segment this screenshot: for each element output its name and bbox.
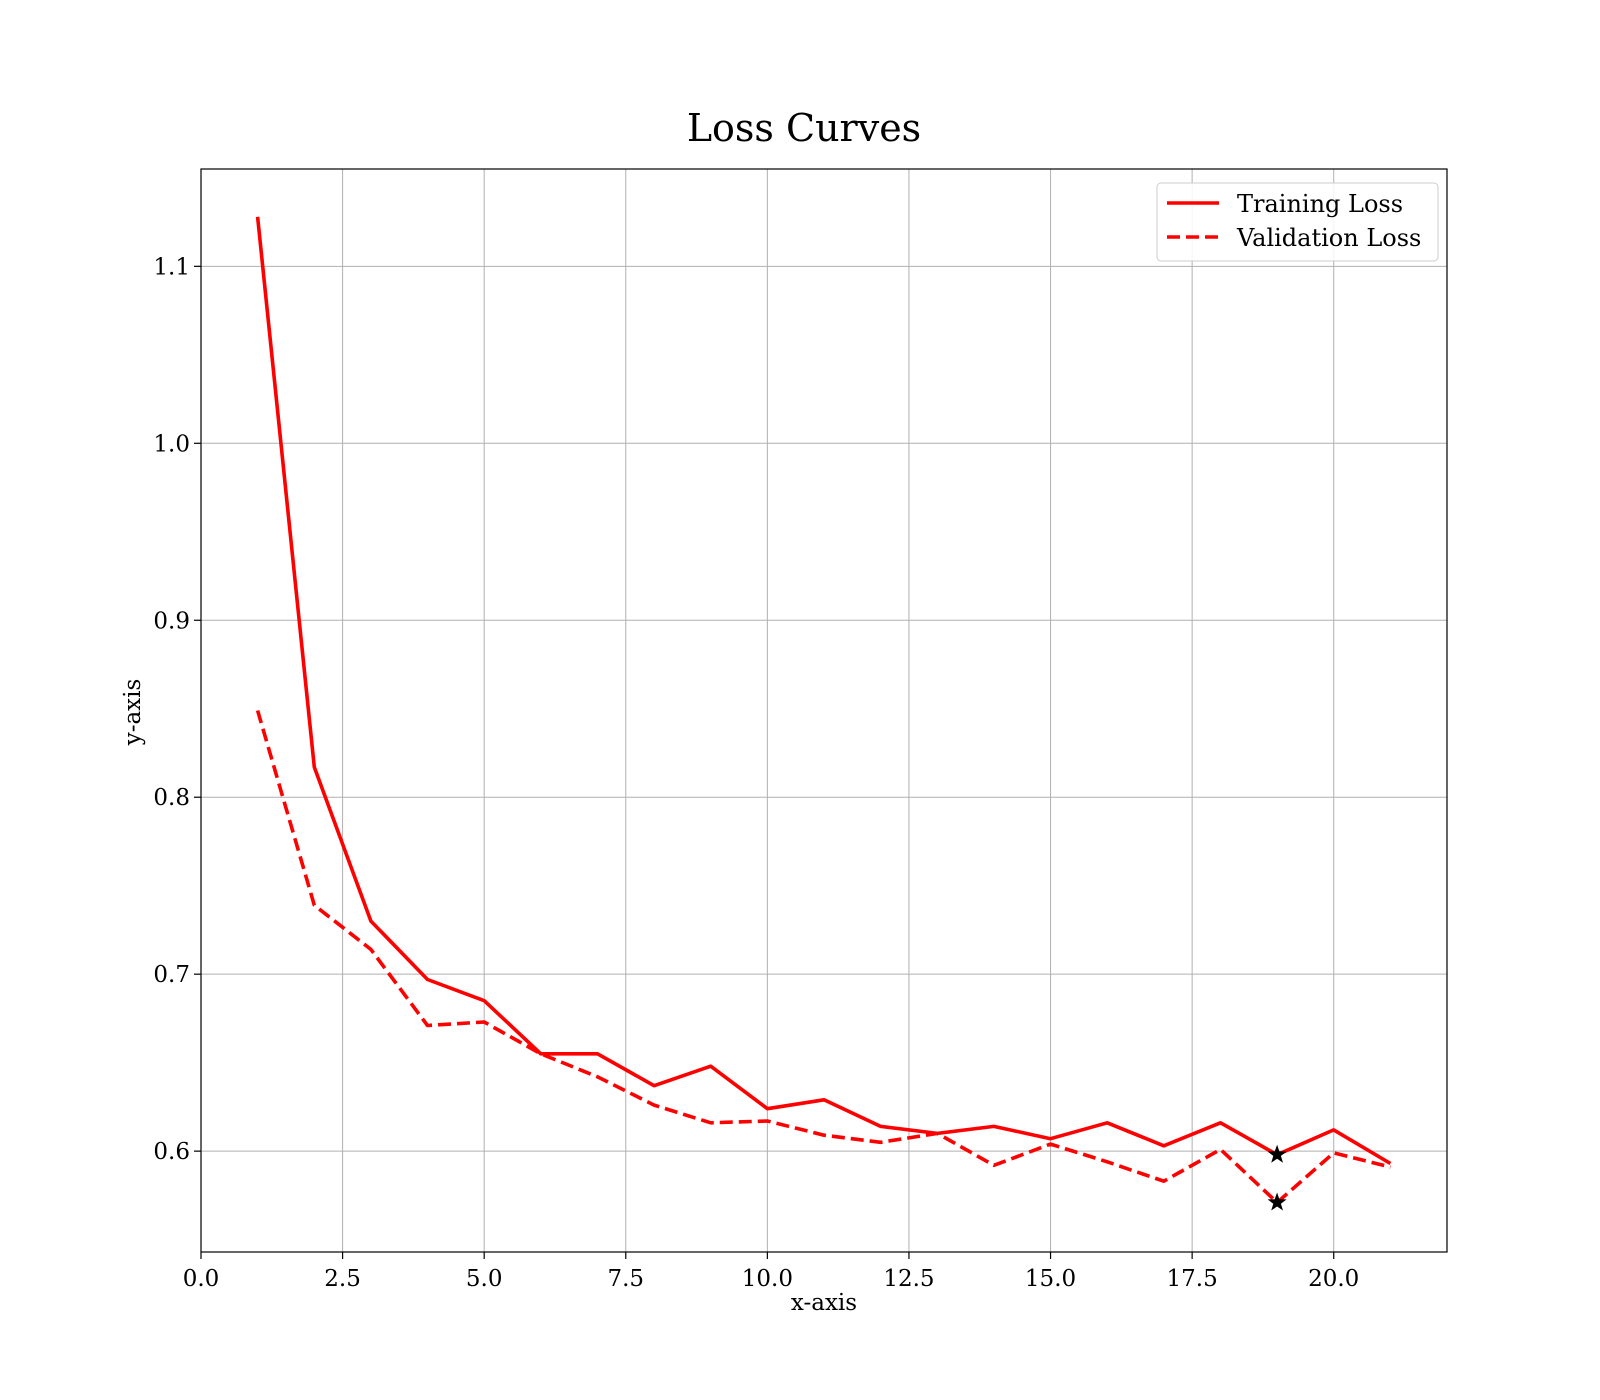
y-axis-label: y-axis: [120, 679, 146, 747]
tick-layer: 0.0 2.5 5.0 7.5 10.0 12.5 15.0 17.5 20.0 0.6 0.7 0.…: [153, 254, 1359, 1292]
x-tick-label: 2.5: [324, 1266, 361, 1292]
x-tick-label: 0.0: [183, 1266, 220, 1292]
y-tick-label: 0.7: [153, 962, 190, 988]
legend-label: Validation Loss: [1236, 224, 1421, 252]
x-axis-label: x-axis: [791, 1290, 857, 1316]
series-line-training-loss: [255, 216, 1392, 1166]
x-tick-label: 20.0: [1308, 1266, 1359, 1292]
x-tick-label: 12.5: [883, 1266, 934, 1292]
y-tick-label: 1.0: [153, 431, 190, 457]
y-tick-label: 1.1: [153, 254, 190, 280]
min-star-marker-validation-loss: [1267, 1192, 1287, 1211]
x-tick-label: 17.5: [1167, 1266, 1218, 1292]
legend: Training Loss Validation Loss: [1156, 182, 1439, 262]
x-tick-label: 5.0: [466, 1266, 503, 1292]
x-tick-label: 10.0: [742, 1266, 793, 1292]
y-tick-label: 0.6: [153, 1139, 190, 1165]
min-star-marker-training-loss: [1267, 1144, 1287, 1163]
y-tick-label: 0.8: [153, 785, 190, 811]
plot-area-frame: [200, 168, 1448, 1253]
grid-layer: [200, 169, 1447, 1252]
series-line-validation-loss: [255, 709, 1391, 1205]
series-layer: [255, 216, 1392, 1205]
legend-box: [1156, 182, 1439, 262]
x-tick-label: 7.5: [607, 1266, 644, 1292]
marker-layer: [1267, 1144, 1287, 1211]
legend-label: Training Loss: [1237, 190, 1403, 218]
y-tick-label: 0.9: [153, 608, 190, 634]
chart-title: Loss Curves: [687, 106, 921, 150]
x-tick-label: 15.0: [1025, 1266, 1076, 1292]
